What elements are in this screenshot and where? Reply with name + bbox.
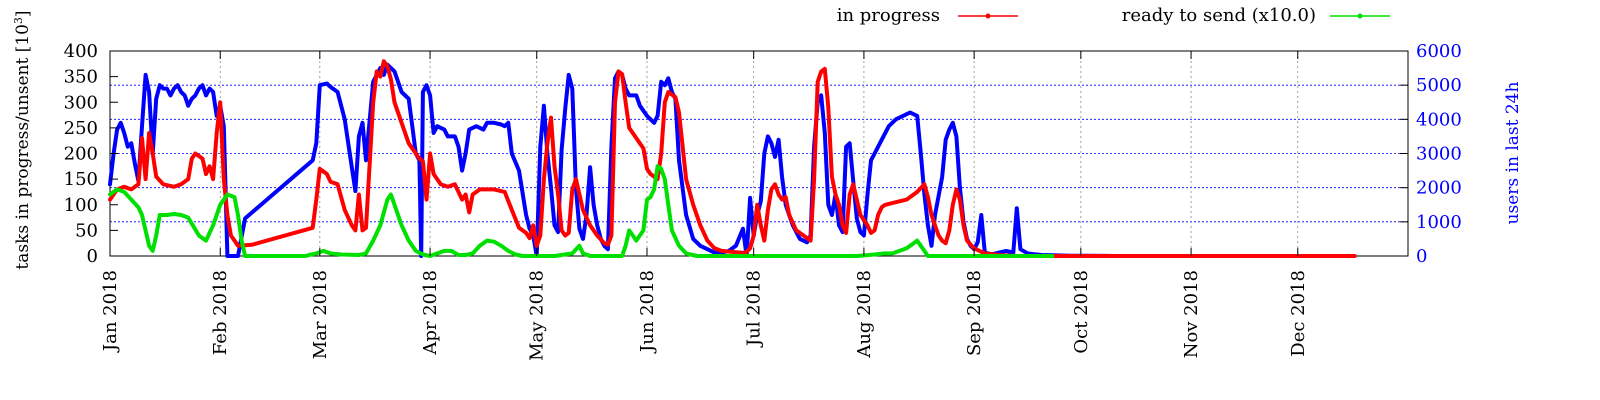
y-left-tick-label: 200 bbox=[64, 144, 98, 165]
y-right-tick-label: 3000 bbox=[1416, 144, 1462, 165]
y-left-tick-label: 50 bbox=[75, 220, 98, 241]
legend-label-2: ready to send (x10.0) bbox=[1122, 5, 1316, 26]
y-left-tick-label: 0 bbox=[87, 246, 98, 267]
series-line-thin-ready-to-send-x10-0 bbox=[109, 165, 1053, 257]
y-right-tick-label: 6000 bbox=[1416, 41, 1462, 62]
x-tick-label: Feb 2018 bbox=[210, 270, 231, 355]
y-right-tick-label: 0 bbox=[1416, 246, 1427, 267]
series-line-thin-in-progress bbox=[109, 60, 1355, 257]
y-left-tick-label: 400 bbox=[64, 41, 98, 62]
legend-marker-2 bbox=[1357, 13, 1363, 19]
y-left-tick-label: 300 bbox=[64, 92, 98, 113]
legend-label-1: in progress bbox=[837, 5, 940, 26]
y-left-tick-label: 250 bbox=[64, 118, 98, 139]
y-left-axis-label: tasks in progress/unsent [103] bbox=[12, 10, 34, 269]
x-tick-label: Jun 2018 bbox=[637, 270, 658, 354]
x-tick-label: Aug 2018 bbox=[854, 270, 875, 359]
y-right-tick-label: 5000 bbox=[1416, 75, 1462, 96]
y-left-tick-label: 100 bbox=[64, 195, 98, 216]
axes-layer: 0501001502002503003504000100020003000400… bbox=[64, 41, 1462, 361]
legend-marker-1 bbox=[985, 13, 991, 19]
legend: in progress ready to send (x10.0) bbox=[837, 5, 1390, 26]
series-layer bbox=[108, 59, 1357, 258]
x-tick-label: Mar 2018 bbox=[310, 270, 331, 359]
x-tick-label: Jan 2018 bbox=[100, 270, 121, 353]
x-tick-label: Nov 2018 bbox=[1181, 270, 1202, 358]
x-tick-label: May 2018 bbox=[527, 270, 548, 361]
y-right-tick-label: 1000 bbox=[1416, 212, 1462, 233]
x-tick-label: Apr 2018 bbox=[420, 270, 441, 356]
x-tick-label: Oct 2018 bbox=[1071, 270, 1092, 354]
y-right-axis-label: users in last 24h bbox=[1503, 82, 1523, 225]
y-left-tick-label: 150 bbox=[64, 169, 98, 190]
x-tick-label: Dec 2018 bbox=[1288, 270, 1309, 357]
y-right-tick-label: 2000 bbox=[1416, 178, 1462, 199]
x-tick-label: Jul 2018 bbox=[744, 270, 765, 348]
y-right-tick-label: 4000 bbox=[1416, 109, 1462, 130]
y-left-tick-label: 350 bbox=[64, 67, 98, 88]
x-tick-label: Sep 2018 bbox=[964, 270, 985, 356]
